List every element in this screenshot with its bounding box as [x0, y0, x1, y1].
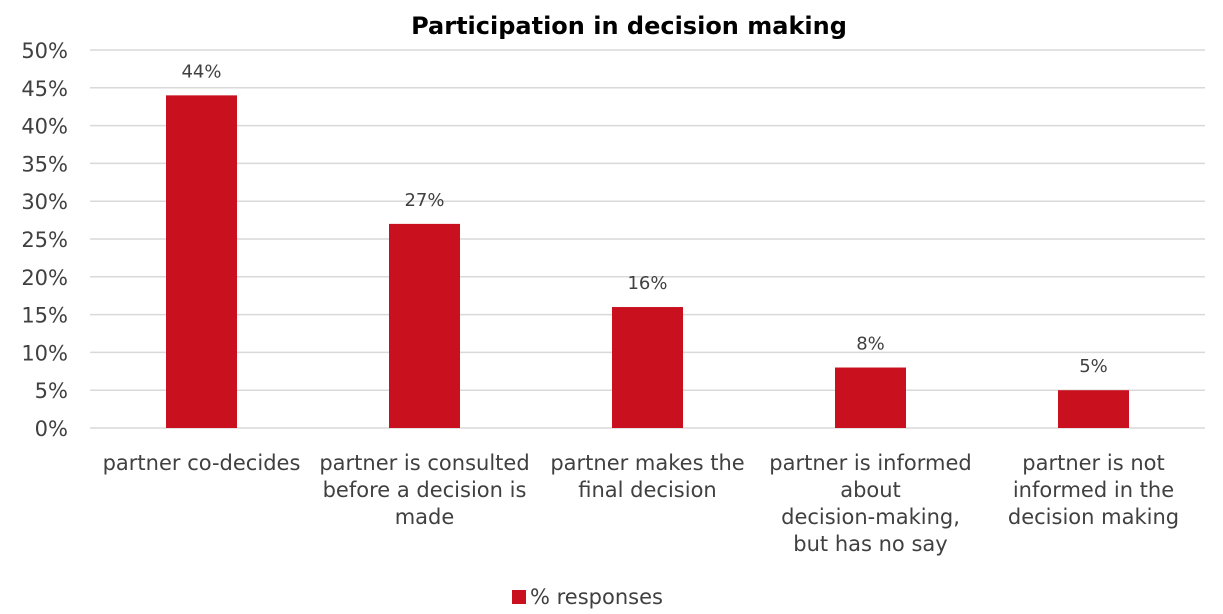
y-tick-label: 0% [35, 417, 68, 441]
data-label: 16% [627, 273, 667, 294]
y-tick-label: 15% [21, 304, 68, 328]
y-tick-label: 20% [21, 266, 68, 290]
y-axis-ticks: 0% 5% 10% 15% 20% 25% 30% 35% 40% 45% 50% [21, 39, 68, 441]
x-category-label: partner is consulted before a decision is… [319, 451, 529, 529]
y-tick-label: 10% [21, 341, 68, 365]
y-tick-label: 35% [21, 152, 68, 176]
y-tick-label: 30% [21, 190, 68, 214]
data-label: 44% [181, 61, 221, 82]
legend-swatch [512, 590, 526, 604]
y-tick-label: 25% [21, 228, 68, 252]
x-axis-categories: partner co-decides partner is consulted be… [103, 451, 1180, 556]
bars [166, 95, 1129, 429]
x-category-label: partner co-decides [103, 451, 301, 475]
legend: % responses [512, 585, 663, 609]
y-tick-label: 45% [21, 77, 68, 101]
bar [1058, 390, 1129, 428]
bar [612, 307, 683, 428]
bar [835, 367, 906, 428]
data-label: 8% [856, 334, 885, 355]
chart-title: Participation in decision making [411, 12, 847, 40]
bar [389, 223, 460, 428]
legend-label: % responses [530, 585, 663, 609]
bar [166, 95, 237, 429]
gridlines [90, 49, 1205, 429]
y-tick-label: 5% [35, 379, 68, 403]
data-label: 5% [1079, 356, 1108, 377]
x-category-label: partner is not informed in the decision ma… [1008, 451, 1179, 529]
y-tick-label: 40% [21, 115, 68, 139]
x-category-label: partner makes the final decision [550, 451, 744, 502]
data-label: 27% [404, 190, 444, 211]
x-category-label: partner is informed about decision-making,… [769, 451, 971, 556]
y-tick-label: 50% [21, 39, 68, 63]
data-labels: 44% 27% 16% 8% 5% [181, 61, 1107, 377]
